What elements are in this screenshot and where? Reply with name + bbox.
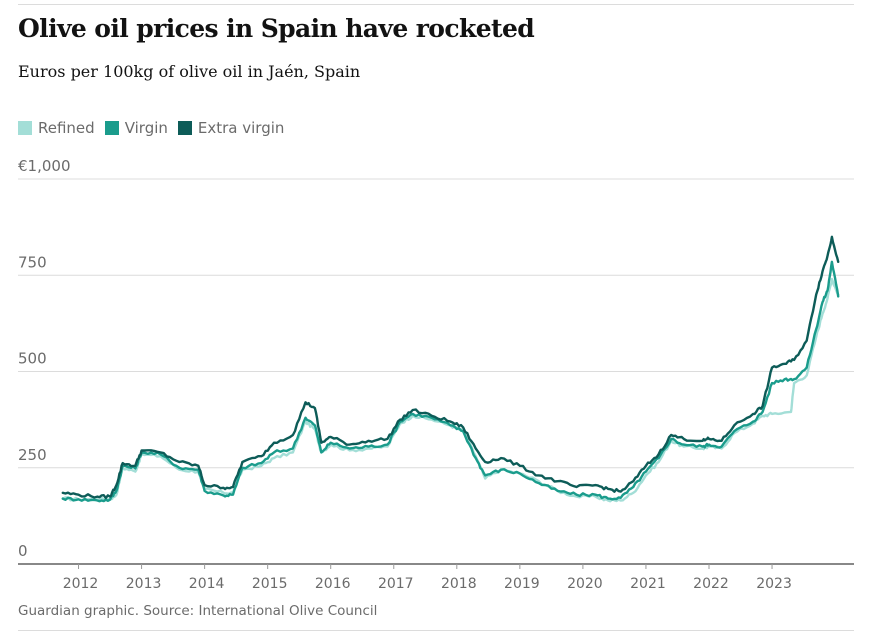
top-rule (18, 4, 854, 5)
x-tick-label: 2017 (378, 576, 414, 592)
y-tick-label: 250 (18, 446, 47, 464)
chart-title: Olive oil prices in Spain have rocketed (18, 14, 535, 43)
legend-item-extra-virgin: Extra virgin (177, 119, 285, 137)
legend-swatch-refined (18, 121, 32, 135)
legend-swatch-extra-virgin (177, 121, 192, 135)
x-tick-label: 2023 (756, 576, 792, 592)
x-tick-label: 2018 (441, 576, 477, 592)
x-tick-label: 2013 (126, 576, 162, 592)
legend-label-refined: Refined (38, 119, 95, 137)
series-line-virgin (61, 260, 840, 503)
x-tick-label: 2012 (63, 576, 99, 592)
source-note: Guardian graphic. Source: International … (18, 603, 378, 619)
x-tick-label: 2015 (252, 576, 288, 592)
x-tick-label: 2014 (189, 576, 225, 592)
y-tick-label: 750 (18, 253, 47, 271)
y-tick-label: 500 (18, 350, 47, 368)
chart-legend: Refined Virgin Extra virgin (18, 119, 294, 137)
legend-label-extra-virgin: Extra virgin (197, 119, 285, 137)
x-tick-label: 2020 (567, 576, 603, 592)
x-tick-label: 2019 (504, 576, 540, 592)
y-tick-label: €1,000 (18, 157, 71, 175)
legend-swatch-virgin (104, 121, 119, 135)
legend-item-refined: Refined (18, 119, 95, 137)
x-tick-label: 2016 (315, 576, 351, 592)
legend-item-virgin: Virgin (104, 119, 168, 137)
series-line-extra-virgin (61, 235, 840, 500)
legend-label-virgin: Virgin (124, 119, 168, 137)
x-tick-label: 2021 (630, 576, 666, 592)
bottom-rule (18, 630, 854, 631)
chart-subtitle: Euros per 100kg of olive oil in Jaén, Sp… (18, 62, 361, 81)
y-tick-label: 0 (18, 542, 28, 560)
x-tick-label: 2022 (693, 576, 729, 592)
